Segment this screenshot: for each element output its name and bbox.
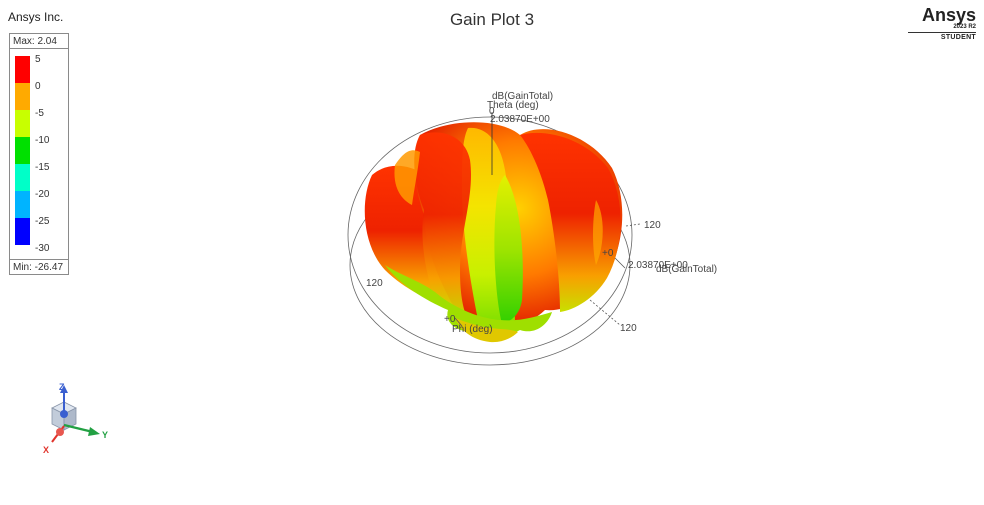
legend-max-label: Max: 2.04 xyxy=(13,36,57,47)
z-axis-sphere xyxy=(60,410,68,418)
legend-tick: -10 xyxy=(35,135,50,146)
right-axis-120: 120 xyxy=(644,220,661,231)
z-axis-arrowhead xyxy=(60,385,68,393)
company-label: Ansys Inc. xyxy=(8,10,64,24)
brand-name: Ansys xyxy=(921,5,976,25)
legend-tick: -25 xyxy=(35,216,50,227)
y-axis-label: Y xyxy=(102,430,108,440)
right-axis-zero: +0 xyxy=(602,248,614,259)
legend-swatch-minus10 xyxy=(15,137,30,164)
y-axis-arrowhead xyxy=(88,427,100,436)
bottom-axis-zero: +0 xyxy=(444,314,456,325)
legend-tick: -20 xyxy=(35,189,50,200)
legend-swatch-minus15 xyxy=(15,164,30,191)
phi-axis-line-right xyxy=(614,257,626,269)
phi-reference-ring xyxy=(347,116,633,354)
legend-min-label: Min: -26.47 xyxy=(13,262,64,273)
legend-tick: -15 xyxy=(35,162,50,173)
orientation-triad[interactable]: Z Y X xyxy=(38,380,118,460)
ansys-logo: Ansys 2023 R2 STUDENT xyxy=(908,6,976,42)
theta-axis-subtitle: Theta (deg) xyxy=(487,100,539,111)
right-axis-scale: 2.03870E+00 xyxy=(628,260,688,271)
x-axis-label: X xyxy=(43,445,49,455)
legend-tick: 5 xyxy=(35,54,41,65)
bottom-axis-title: Phi (deg) xyxy=(452,324,493,335)
theta-axis-zero: 0 xyxy=(489,106,495,117)
brand-edition: STUDENT xyxy=(940,34,976,41)
axis-dotted-line-right xyxy=(625,223,641,227)
theta-axis-title: dB(GainTotal) xyxy=(492,91,553,102)
legend-swatch-minus5 xyxy=(15,110,30,137)
bottom-axis-120: 120 xyxy=(620,323,637,334)
z-axis-label: Z xyxy=(59,382,65,392)
left-axis-120: 120 xyxy=(366,278,383,289)
axis-dotted-line-bottom xyxy=(589,299,621,326)
legend-swatch-5 xyxy=(15,56,30,83)
legend-divider-bottom xyxy=(10,259,68,260)
legend-swatch-minus25 xyxy=(15,218,30,245)
y-axis-arrow xyxy=(63,423,94,434)
legend-swatch-minus20 xyxy=(15,191,30,218)
x-axis-sphere xyxy=(56,428,64,436)
legend-tick: -5 xyxy=(35,108,44,119)
right-axis-title: dB(GainTotal) xyxy=(656,264,717,275)
legend-swatch-0 xyxy=(15,83,30,110)
phi-axis-line-bottom xyxy=(454,317,463,327)
theta-axis-scale: 2.03870E+00 xyxy=(490,114,550,125)
legend-divider-top xyxy=(10,48,68,49)
color-legend[interactable]: Max: 2.04 5 0 -5 -10 -15 -20 -25 -30 Min… xyxy=(9,33,69,275)
legend-tick: -30 xyxy=(35,243,50,254)
radiation-pattern-surface xyxy=(364,122,623,343)
brand-divider xyxy=(908,32,976,33)
legend-tick: 0 xyxy=(35,81,41,92)
brand-version: 2023 R2 xyxy=(953,24,976,30)
plot-title: Gain Plot 3 xyxy=(449,10,535,29)
